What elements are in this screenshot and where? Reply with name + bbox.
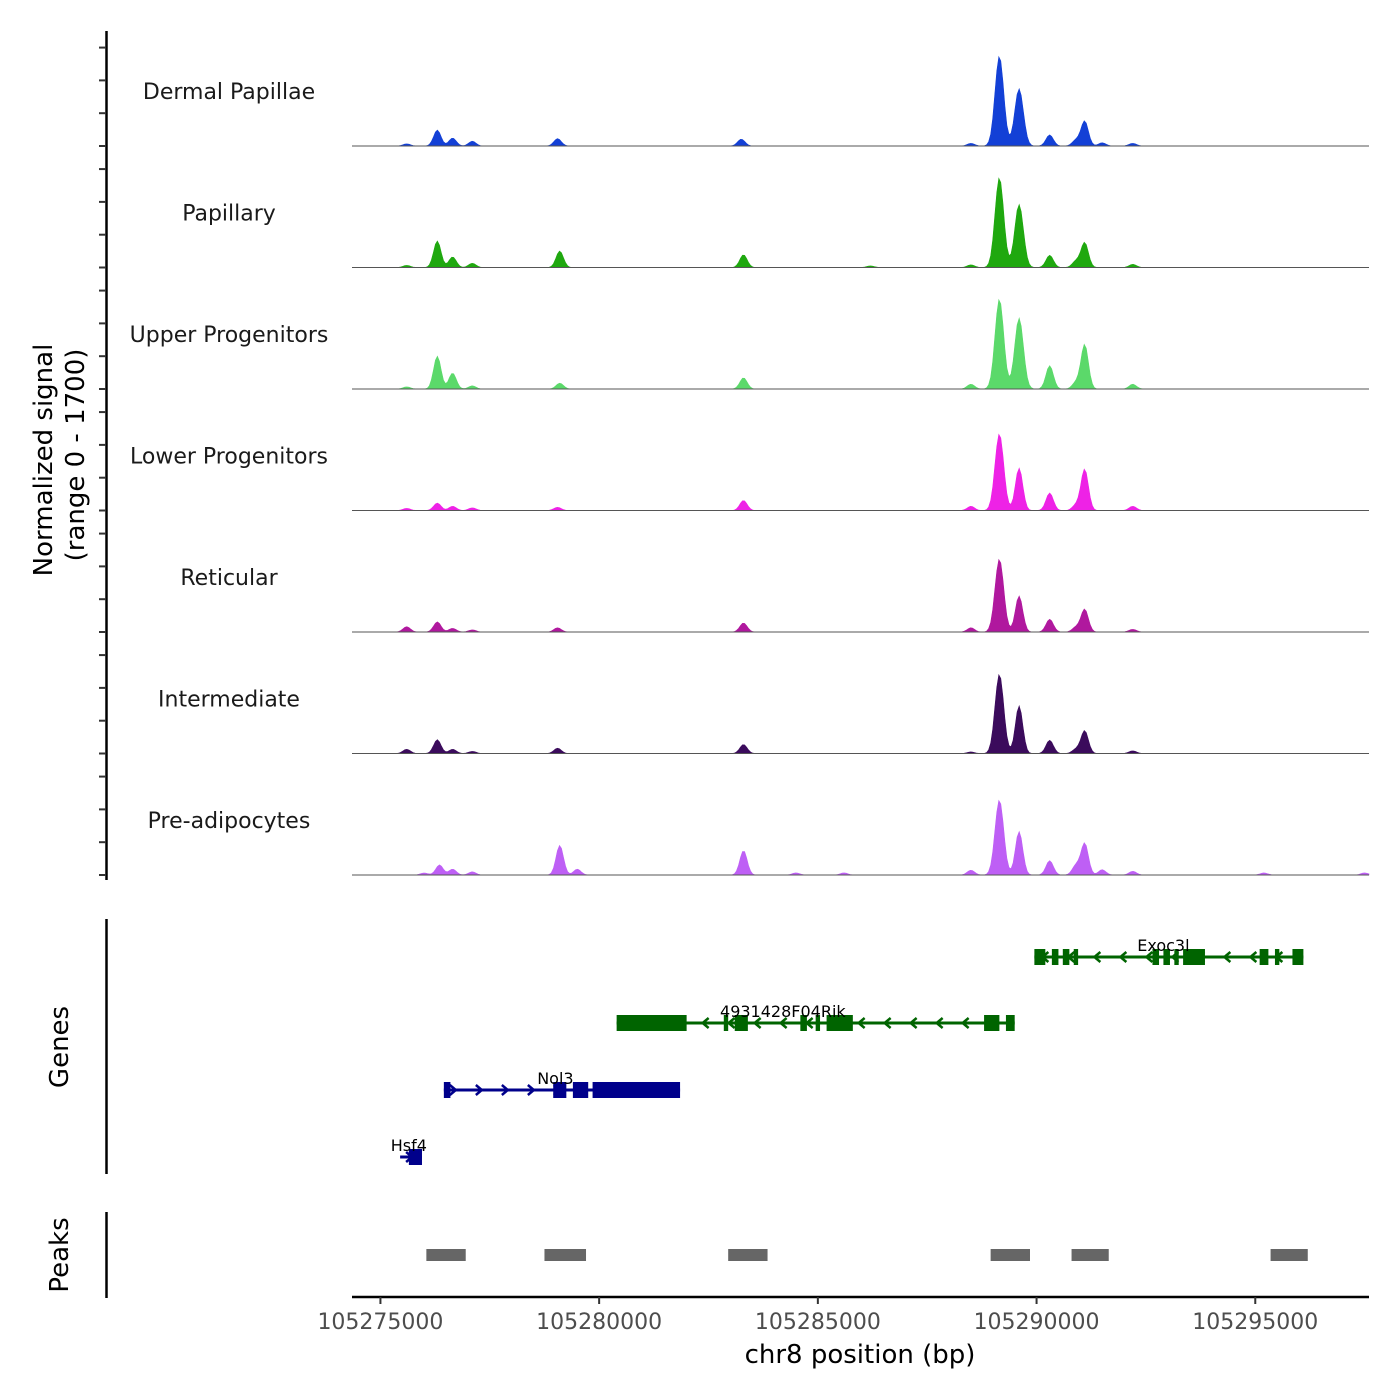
coverage-y-ticks bbox=[99, 46, 106, 876]
gene-exon bbox=[1034, 949, 1046, 965]
genes-track-label: Genes bbox=[45, 1006, 75, 1088]
coverage-area bbox=[352, 558, 1369, 633]
gene-4931428f04rik: 4931428F04Rik bbox=[616, 1002, 1015, 1031]
gene-exon bbox=[815, 1015, 821, 1031]
strand-arrow bbox=[934, 1017, 944, 1029]
gene-models: Exoc3l 4931428F04Rik Nol3 Hsf4 bbox=[391, 936, 1304, 1165]
gene-label: Nol3 bbox=[537, 1069, 573, 1088]
strand-arrow bbox=[527, 1084, 536, 1096]
coverage-track-upper-progenitors: Upper Progenitors bbox=[130, 298, 1369, 390]
x-tick-label: 105295000 bbox=[1192, 1310, 1318, 1335]
strand-arrow bbox=[1118, 951, 1128, 963]
gene-exoc3l: Exoc3l bbox=[1034, 936, 1304, 965]
peak-region bbox=[426, 1249, 466, 1261]
x-ticks: 105275000 105280000 105285000 105290000 1052… bbox=[317, 1297, 1318, 1335]
peaks-panel: Peaks bbox=[45, 1212, 1308, 1298]
gene-exon bbox=[1163, 949, 1170, 965]
strand-arrow bbox=[960, 1017, 970, 1029]
strand-arrow bbox=[856, 1017, 866, 1029]
gene-label: Hsf4 bbox=[391, 1136, 427, 1155]
gene-label: 4931428F04Rik bbox=[720, 1002, 846, 1021]
y-axis-title-line2: (range 0 - 1700) bbox=[61, 349, 91, 562]
gene-exon bbox=[1259, 949, 1269, 965]
strand-arrow bbox=[1144, 951, 1154, 963]
coverage-track-reticular: Reticular bbox=[180, 558, 1369, 633]
x-tick-label: 105290000 bbox=[974, 1310, 1100, 1335]
gene-exon bbox=[408, 1149, 422, 1165]
gene-exon bbox=[616, 1015, 687, 1031]
coverage-area bbox=[352, 673, 1369, 754]
coverage-area bbox=[352, 177, 1369, 268]
strand-arrow bbox=[700, 1017, 710, 1029]
x-axis: 105275000 105280000 105285000 105290000 1052… bbox=[317, 1295, 1369, 1370]
gene-hsf4: Hsf4 bbox=[391, 1136, 427, 1165]
strand-arrow bbox=[778, 1017, 788, 1029]
gene-exon bbox=[1274, 949, 1280, 965]
gene-exon bbox=[1183, 949, 1205, 965]
gene-exon bbox=[1292, 949, 1304, 965]
strand-arrow bbox=[726, 1017, 736, 1029]
strand-arrow bbox=[908, 1017, 918, 1029]
peak-region bbox=[728, 1249, 768, 1261]
coverage-track-intermediate: Intermediate bbox=[158, 673, 1369, 754]
coverage-area bbox=[352, 298, 1369, 390]
peaks-track-label: Peaks bbox=[45, 1217, 75, 1292]
peak-region bbox=[1071, 1249, 1109, 1261]
coverage-track-pre-adipocytes: Pre-adipocytes bbox=[148, 799, 1370, 876]
x-tick-label: 105280000 bbox=[536, 1310, 662, 1335]
gene-exon bbox=[1062, 949, 1070, 965]
track-label: Lower Progenitors bbox=[130, 445, 328, 470]
track-label: Dermal Papillae bbox=[143, 80, 315, 105]
peak-region bbox=[544, 1249, 587, 1261]
track-label: Intermediate bbox=[158, 688, 300, 713]
coverage-track-lower-progenitors: Lower Progenitors bbox=[130, 433, 1369, 511]
x-tick-label: 105285000 bbox=[755, 1310, 881, 1335]
x-axis-title: chr8 position (bp) bbox=[745, 1340, 976, 1370]
gene-exon bbox=[1174, 949, 1179, 965]
strand-arrow bbox=[1092, 951, 1102, 963]
gene-exon bbox=[723, 1015, 729, 1031]
gene-exon bbox=[592, 1082, 681, 1098]
peak-regions bbox=[426, 1249, 1308, 1261]
gene-exon bbox=[1073, 949, 1079, 965]
x-tick-label: 105275000 bbox=[317, 1310, 443, 1335]
peak-region bbox=[990, 1249, 1030, 1261]
y-axis-title-line1: Normalized signal bbox=[29, 344, 59, 577]
gene-label: Exoc3l bbox=[1137, 936, 1189, 955]
y-axis-title: Normalized signal (range 0 - 1700) bbox=[29, 344, 91, 577]
gene-exon bbox=[553, 1082, 567, 1098]
genes-panel: Genes Exoc3l 4931428F04Rik Nol3 Hsf4 bbox=[45, 919, 1304, 1174]
coverage-track-dermal-papillae: Dermal Papillae bbox=[143, 55, 1369, 147]
coverage-tracks: Dermal Papillae Papillary Upper Progenitor… bbox=[130, 55, 1370, 876]
gene-exon bbox=[572, 1082, 589, 1098]
gene-exon bbox=[826, 1015, 853, 1031]
gene-exon bbox=[734, 1015, 748, 1031]
strand-arrow bbox=[882, 1017, 892, 1029]
strand-arrow bbox=[449, 1084, 458, 1096]
gene-exon bbox=[800, 1015, 807, 1031]
track-label: Pre-adipocytes bbox=[148, 809, 311, 834]
track-label: Papillary bbox=[182, 202, 276, 227]
strand-arrow bbox=[475, 1084, 484, 1096]
strand-arrow bbox=[752, 1017, 762, 1029]
gene-exon bbox=[1152, 949, 1160, 965]
coverage-track-papillary: Papillary bbox=[182, 177, 1369, 268]
gene-exon bbox=[1005, 1015, 1015, 1031]
peak-region bbox=[1270, 1249, 1308, 1261]
strand-arrow bbox=[501, 1084, 510, 1096]
gene-exon bbox=[443, 1082, 451, 1098]
gene-exon bbox=[1051, 949, 1059, 965]
track-label: Upper Progenitors bbox=[130, 323, 329, 348]
strand-arrow bbox=[1248, 951, 1258, 963]
gene-nol3: Nol3 bbox=[443, 1069, 681, 1098]
coverage-area bbox=[352, 433, 1369, 511]
gene-exon bbox=[984, 1015, 1000, 1031]
coverage-area bbox=[352, 799, 1370, 876]
track-label: Reticular bbox=[180, 566, 278, 591]
coverage-area bbox=[352, 55, 1369, 147]
strand-arrow bbox=[1222, 951, 1232, 963]
